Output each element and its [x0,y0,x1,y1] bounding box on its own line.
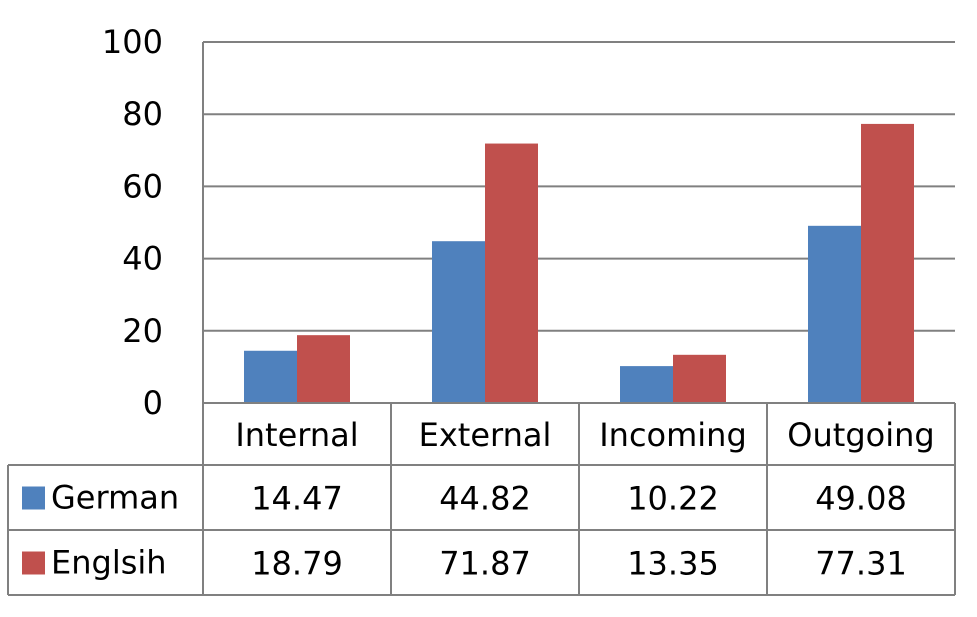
data-table-cell: 13.35 [627,545,719,583]
data-table-cell: 71.87 [439,545,531,583]
bars [244,123,914,404]
bar-german-outgoing [808,225,861,403]
category-label-external: External [419,416,552,454]
category-label-outgoing: Outgoing [787,416,934,454]
table-row-german: German 14.47 44.82 10.22 49.08 [22,479,907,518]
y-tick-label: 60 [122,167,163,205]
legend-swatch-englsih [22,551,45,575]
data-table-cell: 18.79 [251,545,343,583]
category-label-internal: Internal [235,416,358,454]
data-table-cell: 49.08 [815,480,907,518]
data-table-cell: 77.31 [815,545,907,583]
data-table-lines [7,402,956,596]
bar-german-internal [244,350,297,403]
series-label-englsih: Englsih [51,544,167,582]
y-tick-label: 40 [122,240,163,278]
bar-german-incoming [620,366,673,403]
series-label-german: German [51,479,179,517]
bar-german-external [432,241,485,403]
data-table-cell: 44.82 [439,480,531,518]
bar-englsih-external [485,143,538,403]
legend-swatch-german [22,486,45,510]
y-axis-tick-labels: 0 20 40 60 80 100 [102,23,163,422]
data-table-rows: German 14.47 44.82 10.22 49.08 Englsih 18.79 71… [22,479,907,583]
y-tick-label: 100 [102,23,163,61]
bar-englsih-internal [297,335,350,403]
data-table-cell: 10.22 [627,480,719,518]
table-row-englsih: Englsih 18.79 71.87 13.35 77.31 [22,544,907,583]
category-label-incoming: Incoming [599,416,747,454]
data-table-cell: 14.47 [251,480,343,518]
y-tick-label: 20 [122,312,163,350]
category-labels: Internal External Incoming Outgoing [235,416,934,454]
bar-englsih-incoming [673,354,726,403]
y-tick-label: 80 [122,95,163,133]
y-tick-label: 0 [143,384,163,422]
bar-englsih-outgoing [861,123,914,404]
